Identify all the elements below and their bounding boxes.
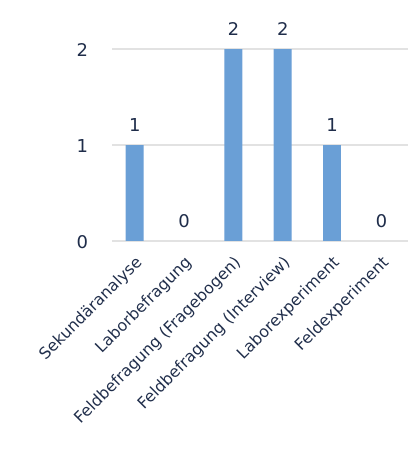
bar-2: [224, 49, 243, 241]
y-axis-ticks: 0 1 2: [77, 40, 88, 253]
gridlines: [112, 48, 408, 242]
bar-0: [125, 145, 144, 241]
y-tick-label-1: 1: [77, 136, 88, 157]
data-label-5: 0: [376, 211, 387, 232]
data-label-1: 0: [178, 211, 189, 232]
y-tick-label-2: 2: [77, 40, 88, 61]
x-axis-labels: SekundäranalyseLaborbefragungFeldbefragu…: [35, 252, 392, 426]
data-labels: 1 0 2 2 1 0: [129, 19, 387, 232]
bar-3: [273, 49, 292, 241]
category-label-5: Feldexperiment: [291, 252, 393, 354]
data-label-3: 2: [277, 19, 288, 40]
data-label-0: 1: [129, 115, 140, 136]
bars: [125, 49, 341, 241]
y-tick-label-0: 0: [77, 232, 88, 253]
data-label-2: 2: [228, 19, 239, 40]
data-label-4: 1: [326, 115, 337, 136]
bar-4: [323, 145, 341, 241]
